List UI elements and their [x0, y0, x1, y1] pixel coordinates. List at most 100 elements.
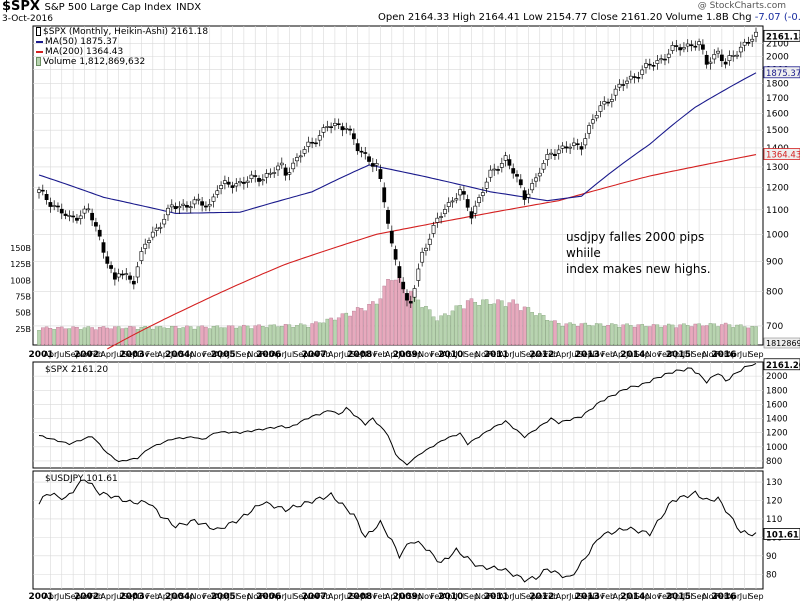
volume-bar — [52, 329, 56, 346]
x-month-label: Jul — [56, 592, 67, 601]
candle-body — [541, 163, 546, 170]
candle-body — [469, 211, 474, 219]
volume-bar — [371, 301, 375, 346]
volume-bar — [143, 325, 147, 346]
candle-body — [568, 146, 573, 149]
candle-body — [401, 281, 406, 290]
candle-body — [564, 146, 569, 149]
x-month-label: Sep — [350, 592, 365, 601]
volume-bar — [283, 324, 288, 346]
volume-bar — [746, 327, 751, 346]
volume-bar — [526, 307, 531, 346]
x-month-label: Sep — [407, 350, 422, 359]
x-year-label: 2011 — [484, 592, 509, 601]
candle-body — [488, 169, 493, 178]
volume-bar — [685, 325, 690, 346]
value-tag-box — [763, 29, 800, 42]
x-month-label: Nov — [361, 592, 377, 601]
candle-body — [621, 84, 626, 86]
x-month-label: Apr — [385, 592, 400, 601]
x-month-label: Feb — [373, 350, 387, 359]
volume-bar — [663, 325, 667, 346]
candle-body — [644, 63, 648, 68]
volume-bar — [443, 313, 447, 346]
x-month-label: Sep — [635, 592, 650, 601]
volume-swatch-icon — [36, 57, 41, 66]
volume-bar — [575, 326, 580, 346]
candle-body — [507, 159, 512, 166]
volume-bar — [67, 328, 72, 346]
x-month-label: Feb — [316, 592, 330, 601]
volume-bar — [44, 326, 49, 346]
candle-body — [370, 163, 375, 167]
candle-body — [219, 185, 223, 189]
price-tick-label: 1300 — [766, 163, 789, 173]
x-year-label: 2007 — [302, 350, 327, 360]
candle-body — [359, 150, 364, 153]
x-month-label: Apr — [442, 592, 457, 601]
volume-bar — [534, 315, 538, 346]
x-month-label: Nov — [532, 592, 548, 601]
x-month-label: Apr — [43, 350, 58, 359]
candle-body — [670, 45, 675, 51]
volume-bar — [321, 322, 326, 346]
volume-bar — [556, 322, 561, 346]
volume-bar — [742, 326, 747, 346]
spx-value-tag: 2161.20 — [766, 361, 800, 371]
candle-body — [109, 265, 113, 269]
candle-body — [655, 60, 660, 64]
candle-body — [279, 162, 284, 166]
x-month-label: Feb — [430, 350, 444, 359]
x-month-label: Apr — [385, 350, 400, 359]
candle-body — [625, 80, 629, 84]
x-month-label: Jul — [682, 592, 693, 601]
volume-bar — [530, 312, 534, 346]
x-year-label: 2001 — [28, 592, 53, 601]
x-year-label: 2010 — [438, 592, 463, 601]
x-year-label: 2006 — [256, 592, 281, 601]
x-month-label: Apr — [157, 592, 172, 601]
x-year-label: 2015 — [666, 592, 691, 601]
candle-body — [431, 224, 436, 234]
volume-bar — [204, 326, 208, 346]
x-month-label: Sep — [236, 592, 251, 601]
x-month-label: Sep — [179, 350, 194, 359]
x-month-label: Apr — [499, 350, 514, 359]
spx-tick-label: 1800 — [766, 386, 788, 396]
candle-body — [579, 146, 584, 150]
x-month-label: Apr — [726, 592, 741, 601]
volume-bar — [245, 325, 250, 346]
price-tick-label: 1000 — [766, 230, 789, 240]
candle-body — [405, 293, 409, 301]
candle-body — [154, 227, 159, 231]
candle-body — [594, 115, 599, 119]
candle-body — [253, 175, 258, 177]
volume-bar — [101, 326, 106, 346]
price-tick-label: 2000 — [766, 52, 789, 62]
x-month-label: Nov — [304, 350, 320, 359]
volume-bar — [336, 317, 341, 346]
x-month-label: Feb — [146, 350, 160, 359]
x-month-label: Jul — [284, 592, 295, 601]
volume-bar — [390, 280, 394, 346]
usdjpy-value-tag: 101.61 — [766, 530, 799, 540]
volume-bar — [120, 328, 125, 346]
candle-body — [382, 187, 387, 203]
x-month-label: Jul — [284, 350, 295, 359]
spx-panel-frame — [32, 361, 764, 469]
x-month-label: Sep — [521, 592, 536, 601]
source-watermark: @ StockCharts.com — [697, 1, 786, 11]
candle-body — [526, 193, 531, 198]
candle-body — [196, 198, 201, 201]
volume-bar — [488, 304, 493, 346]
candle-body — [636, 77, 641, 79]
candle-body — [549, 152, 554, 155]
candle-body — [257, 178, 261, 182]
spx-tick-label: 1000 — [766, 443, 788, 453]
candle-body — [310, 141, 315, 144]
legend-ma200: MA(200) 1364.43 — [36, 47, 123, 57]
candle-body — [314, 142, 318, 145]
x-month-label: Nov — [134, 592, 150, 601]
